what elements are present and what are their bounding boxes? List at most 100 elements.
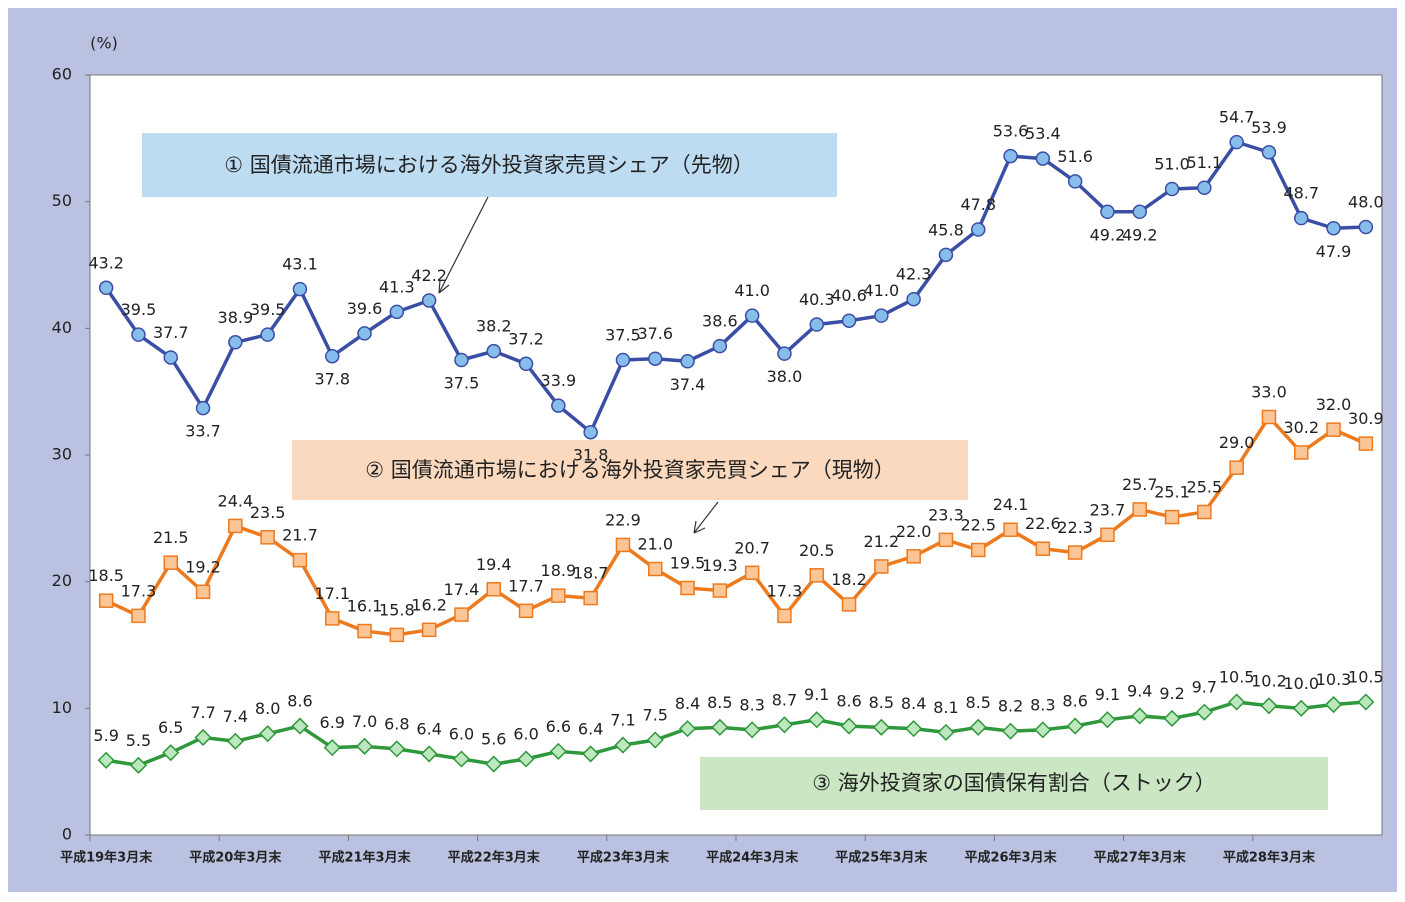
point <box>420 745 438 763</box>
data-label: 53.9 <box>1251 118 1287 137</box>
y-tick-label: 50 <box>52 191 72 210</box>
data-label: 33.0 <box>1251 383 1287 402</box>
point <box>615 537 631 553</box>
data-label: 33.7 <box>185 422 221 441</box>
data-label: 22.3 <box>1057 518 1093 537</box>
data-label: 18.9 <box>541 561 577 580</box>
data-label: 19.3 <box>702 556 738 575</box>
point <box>1034 721 1052 739</box>
annotation-box <box>142 133 837 197</box>
point <box>454 352 469 368</box>
data-label: 17.3 <box>121 581 157 600</box>
data-label: 9.1 <box>804 685 829 704</box>
point <box>809 568 824 583</box>
data-label: 5.5 <box>126 731 151 750</box>
point <box>840 717 858 735</box>
point <box>1067 545 1083 560</box>
data-label: 53.6 <box>993 122 1029 141</box>
data-label: 7.0 <box>352 712 377 731</box>
data-label: 29.0 <box>1219 433 1255 452</box>
data-label: 30.2 <box>1283 418 1319 437</box>
point <box>97 751 115 769</box>
data-label: 8.4 <box>675 694 700 713</box>
point <box>874 559 889 574</box>
point <box>551 588 566 603</box>
y-tick-label: 20 <box>52 571 72 590</box>
data-label: 43.1 <box>282 255 318 274</box>
point <box>872 718 890 736</box>
data-label: 32.0 <box>1316 395 1352 414</box>
x-tick-label: 平成27年3月末 <box>1094 850 1187 866</box>
series-label: ① 国債流通市場における海外投資家売買シェア（先物） <box>224 153 754 177</box>
data-label: 51.1 <box>1187 153 1223 172</box>
data-label: 17.7 <box>508 576 544 595</box>
point <box>551 398 566 413</box>
point <box>1164 509 1180 525</box>
point <box>646 731 664 749</box>
data-label: 38.2 <box>476 317 512 336</box>
point <box>744 308 760 323</box>
point <box>615 352 631 368</box>
point <box>582 745 600 763</box>
data-label: 37.5 <box>444 374 480 393</box>
data-label: 51.0 <box>1154 155 1190 174</box>
data-label: 37.8 <box>314 370 350 389</box>
data-label: 25.1 <box>1154 483 1190 502</box>
data-label: 53.4 <box>1025 124 1061 143</box>
point <box>323 739 341 757</box>
point <box>228 335 243 350</box>
data-label: 10.5 <box>1219 668 1255 687</box>
point <box>874 308 889 323</box>
point <box>1067 174 1083 189</box>
data-label: 30.9 <box>1348 409 1384 428</box>
point <box>486 343 501 359</box>
point <box>260 327 275 342</box>
data-label: 39.5 <box>250 300 286 319</box>
point <box>1100 204 1115 220</box>
x-tick-label: 平成24年3月末 <box>706 850 799 866</box>
data-label: 8.1 <box>933 698 958 717</box>
data-label: 9.4 <box>1127 681 1152 700</box>
point <box>195 584 211 600</box>
point <box>98 280 114 296</box>
y-unit: (%) <box>90 34 118 53</box>
data-label: 54.7 <box>1219 108 1255 127</box>
y-tick-label: 30 <box>52 445 72 464</box>
point <box>129 756 148 774</box>
series-line <box>105 415 1367 637</box>
data-label: 6.4 <box>578 719 603 738</box>
point <box>292 281 308 297</box>
data-label: 18.5 <box>88 566 124 585</box>
data-label: 45.8 <box>928 220 964 239</box>
x-tick-label: 平成22年3月末 <box>448 850 541 866</box>
point <box>1195 703 1213 721</box>
point <box>905 720 923 738</box>
data-label: 16.2 <box>411 595 447 614</box>
y-tick-label: 10 <box>52 698 72 717</box>
point <box>1003 148 1018 164</box>
data-label: 19.5 <box>670 554 706 573</box>
point <box>260 530 275 545</box>
point <box>518 356 534 372</box>
point <box>486 582 501 597</box>
point <box>678 720 697 738</box>
point <box>1098 711 1117 729</box>
data-label: 38.9 <box>218 308 254 327</box>
data-label: 22.9 <box>605 510 641 529</box>
data-label: 19.2 <box>185 557 221 576</box>
point <box>583 590 598 606</box>
data-label: 9.7 <box>1192 678 1217 697</box>
point <box>1035 151 1051 166</box>
data-label: 6.6 <box>546 717 571 736</box>
series-line <box>104 140 1366 434</box>
point <box>1035 541 1051 556</box>
point <box>518 603 534 619</box>
point <box>1132 204 1147 220</box>
data-label: 7.1 <box>610 711 635 730</box>
point <box>906 291 921 307</box>
point <box>163 350 178 365</box>
data-label: 31.8 <box>573 446 609 465</box>
point <box>1163 709 1181 728</box>
data-label: 51.6 <box>1057 147 1093 166</box>
data-label: 5.9 <box>93 726 118 745</box>
